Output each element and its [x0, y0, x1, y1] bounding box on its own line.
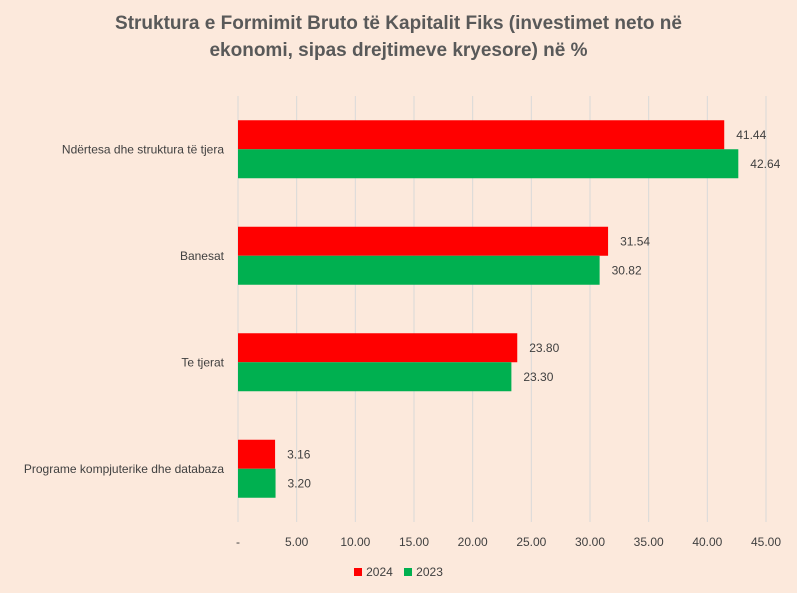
legend-label-2023: 2023	[416, 565, 443, 579]
x-tick-label-1: 5.00	[285, 535, 309, 549]
bar-2023-3	[238, 468, 276, 498]
data-label-2023-1: 30.82	[612, 263, 642, 277]
chart-title: Struktura e Formimit Bruto të Kapitalit …	[0, 10, 797, 64]
data-label-2024-3: 3.16	[287, 447, 311, 461]
legend-swatch-2024	[354, 568, 363, 576]
category-label-0: Ndërtesa dhe struktura të tjera	[62, 142, 224, 156]
legend-swatch-2023	[404, 568, 413, 576]
category-label-3: Programe kompjuterike dhe databaza	[24, 462, 224, 476]
x-tick-label-5: 25.00	[516, 535, 546, 549]
x-tick-label-8: 40.00	[692, 535, 722, 549]
x-tick-label-3: 15.00	[399, 535, 429, 549]
x-tick-label-6: 30.00	[575, 535, 605, 549]
data-label-2023-2: 23.30	[523, 370, 553, 384]
x-tick-label-9: 45.00	[751, 535, 781, 549]
chart-title-line-1: Struktura e Formimit Bruto të Kapitalit …	[115, 13, 682, 34]
chart-title-line-2: ekonomi, sipas drejtimeve kryesore) në %	[209, 40, 588, 61]
bar-2023-2	[238, 362, 512, 392]
legend-item-2023: 2023	[404, 565, 443, 579]
bar-2023-1	[238, 255, 600, 285]
data-label-2024-2: 23.80	[529, 341, 559, 355]
x-tick-label-7: 35.00	[634, 535, 664, 549]
bar-2024-0	[238, 120, 725, 150]
data-label-2024-1: 31.54	[620, 234, 650, 248]
bar-2024-1	[238, 226, 609, 256]
legend-label-2024: 2024	[366, 565, 393, 579]
data-label-2023-3: 3.20	[288, 476, 312, 490]
category-label-2: Te tjerat	[181, 355, 224, 369]
legend: 2024 2023	[0, 565, 797, 579]
x-tick-label-4: 20.00	[458, 535, 488, 549]
bar-2024-3	[238, 439, 276, 469]
x-tick-label-2: 10.00	[340, 535, 370, 549]
bar-2023-0	[238, 149, 739, 179]
data-label-2023-0: 42.64	[750, 157, 780, 171]
category-label-1: Banesat	[180, 249, 225, 263]
x-tick-label-0: -	[236, 535, 240, 549]
bar-2024-2	[238, 333, 518, 363]
legend-item-2024: 2024	[354, 565, 393, 579]
data-label-2024-0: 41.44	[736, 128, 766, 142]
